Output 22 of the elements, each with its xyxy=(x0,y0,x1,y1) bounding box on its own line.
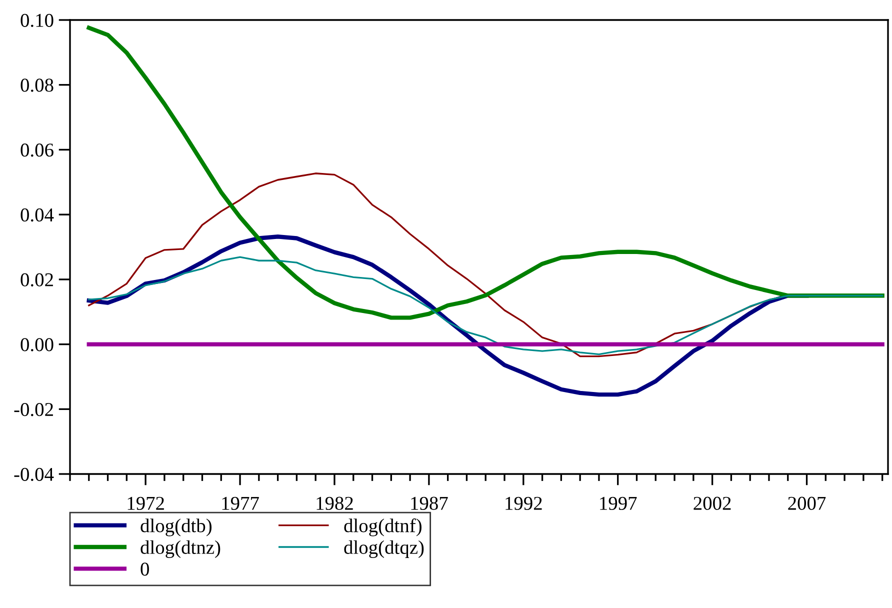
y-tick-label: -0.04 xyxy=(14,468,54,482)
y-tick-label: 0.10 xyxy=(20,14,54,28)
y-tick-label: -0.02 xyxy=(14,402,53,416)
legend-label: dlog(dtnz) xyxy=(140,540,220,558)
legend-label: dlog(dtqz) xyxy=(344,540,424,558)
y-tick-label: 0.08 xyxy=(20,78,54,92)
y-tick-label: 0.02 xyxy=(20,273,53,286)
x-tick-label: 2002 xyxy=(694,496,731,510)
x-tick-label: 1982 xyxy=(316,496,353,510)
y-tick-label: 0.04 xyxy=(20,208,54,222)
x-tick-label: 1972 xyxy=(128,496,164,510)
legend-label: 0 xyxy=(140,562,149,576)
x-tick-label: 1992 xyxy=(506,496,542,510)
x-tick-label: 1977 xyxy=(222,496,259,510)
y-tick-label: 0.00 xyxy=(20,338,54,352)
line-series xyxy=(88,256,884,356)
legend-label: dlog(dtb) xyxy=(140,518,212,536)
x-tick-label: 1987 xyxy=(411,496,448,510)
x-tick-label: 1997 xyxy=(600,496,637,510)
legend-label: dlog(dtnf) xyxy=(344,518,422,536)
y-tick-label: 0.06 xyxy=(20,144,54,157)
x-tick-label: 2007 xyxy=(788,496,826,510)
